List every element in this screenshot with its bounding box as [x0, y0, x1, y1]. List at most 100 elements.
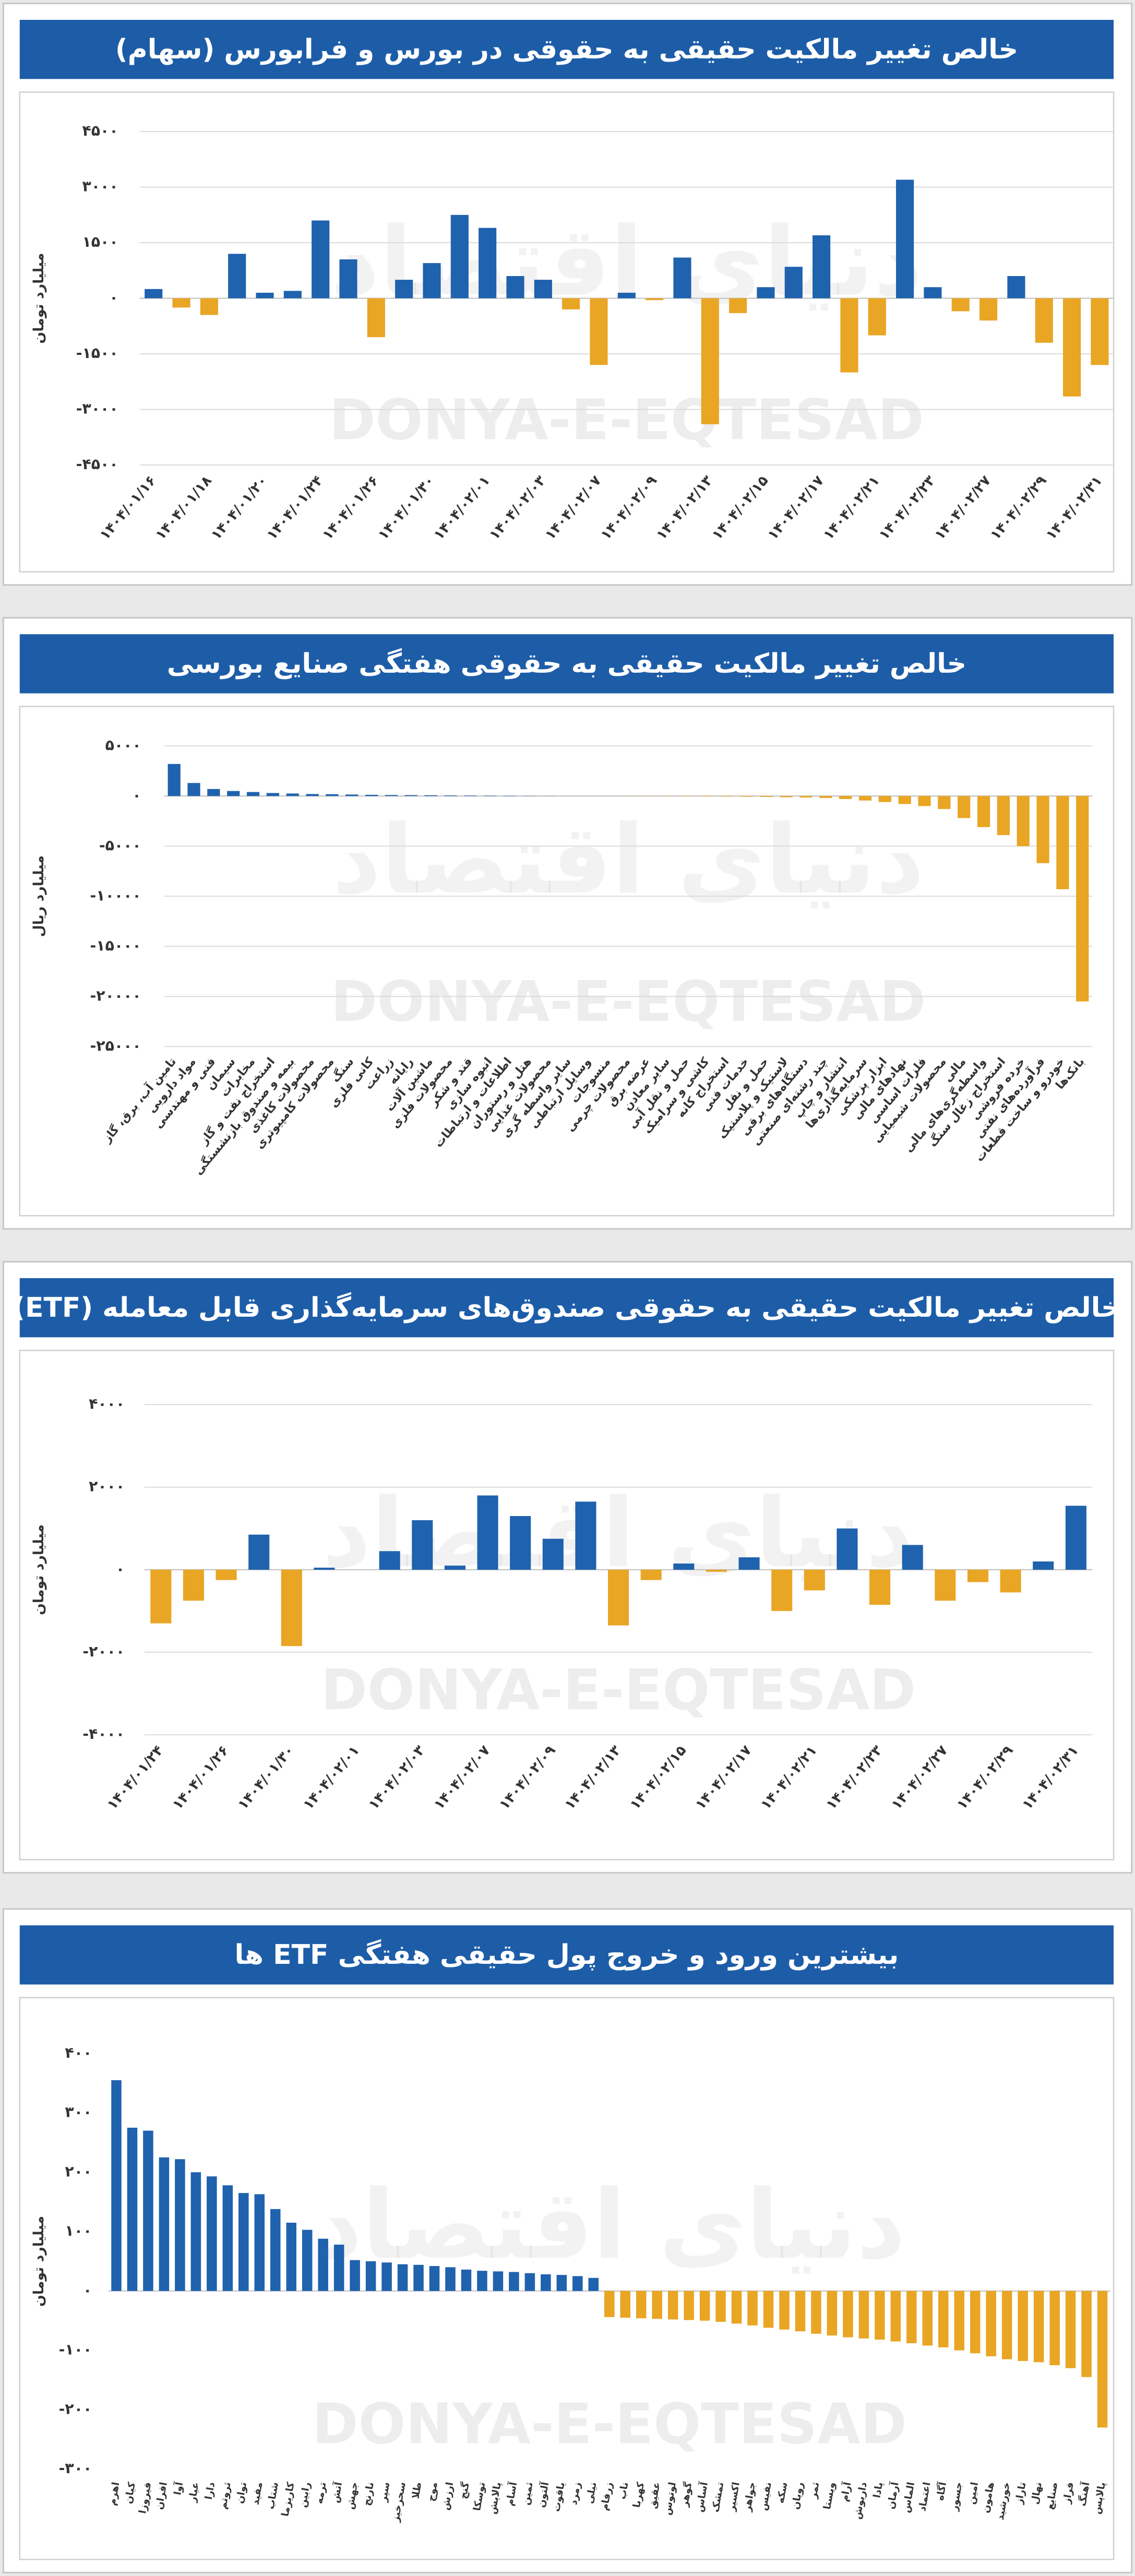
title-bar: [19, 20, 1114, 79]
bar: [477, 2271, 487, 2291]
bar: [187, 783, 200, 796]
bar: [837, 1528, 858, 1570]
bar: [780, 796, 793, 797]
bar: [938, 2291, 949, 2347]
bar: [183, 1569, 204, 1601]
bar: [1000, 1569, 1021, 1593]
bar: [604, 2291, 615, 2317]
bar: [954, 2291, 965, 2351]
bar: [878, 796, 891, 802]
bar: [365, 2261, 376, 2291]
bar: [172, 298, 190, 308]
plot-frame: [19, 706, 1115, 1217]
bar: [444, 1565, 465, 1570]
y-axis-label: میلیارد تومان: [31, 1524, 47, 1615]
watermark: DONYA-E-EQTESAD: [312, 2392, 907, 2457]
bar: [729, 298, 747, 313]
bar: [207, 789, 220, 796]
watermark: DONYA-E-EQTESAD: [329, 388, 924, 453]
bar: [640, 1569, 662, 1580]
bar: [636, 2291, 647, 2319]
bar: [318, 2238, 328, 2291]
bar: [286, 2223, 296, 2291]
y-tick-label: -۱۵۰۰۰: [90, 937, 141, 954]
bar: [760, 796, 773, 797]
bar: [1063, 298, 1081, 397]
y-tick-label: -۴۰۰۰: [82, 1725, 125, 1743]
bar: [684, 2291, 694, 2320]
bar: [590, 298, 608, 365]
bar: [575, 1501, 596, 1570]
bar: [701, 298, 719, 424]
y-tick-label: ۳۰۰: [65, 2104, 92, 2121]
chart-title: خالص تغییر مالکیت حقیقی به حقوقی هفتگی ص…: [167, 648, 966, 679]
bar: [715, 2291, 726, 2322]
bar: [562, 298, 580, 309]
bar: [306, 794, 319, 796]
bar: [1065, 2291, 1076, 2368]
y-tick-label: ۰: [109, 289, 118, 306]
bar: [924, 287, 942, 299]
bar: [450, 214, 469, 299]
bar: [958, 796, 971, 818]
bar: [168, 764, 181, 796]
bar: [811, 2291, 821, 2334]
bar: [1049, 2291, 1060, 2366]
watermark: DONYA-E-EQTESAD: [331, 970, 926, 1034]
watermark-fa: دنیای اقتصاد: [330, 207, 923, 318]
bar: [763, 2291, 774, 2328]
bar: [464, 795, 477, 796]
bar: [922, 2291, 933, 2346]
bar: [747, 2291, 758, 2325]
y-tick-label: ۴۰۰۰: [89, 1395, 125, 1412]
bar: [424, 795, 437, 796]
bar: [1056, 796, 1069, 889]
bar: [839, 796, 852, 800]
bar: [827, 2291, 838, 2336]
bar: [938, 796, 951, 809]
y-tick-label: ۰: [83, 2282, 92, 2299]
bar: [858, 796, 872, 801]
title-bar: [19, 634, 1114, 694]
y-tick-label: ۳۰۰۰: [82, 178, 118, 195]
y-tick-label: -۱۰۰۰۰: [90, 887, 141, 904]
y-tick-label: -۲۰۰۰۰: [90, 987, 141, 1004]
chart-panel: خالص تغییر مالکیت حقیقی به حقوقی هفتگی ص…: [2, 617, 1133, 1230]
bar: [238, 2193, 249, 2291]
bar: [216, 1569, 237, 1580]
bar: [1007, 276, 1025, 299]
y-tick-label: ۵۰۰۰: [105, 736, 141, 754]
bar: [731, 2291, 742, 2324]
bar: [1033, 1561, 1054, 1570]
bar: [477, 1495, 498, 1570]
y-axis-label: میلیارد تومان: [31, 2216, 47, 2307]
y-tick-label: -۲۵۰۰۰: [90, 1037, 141, 1054]
bar: [381, 2262, 392, 2291]
y-tick-label: -۳۰۰۰: [76, 400, 118, 418]
bar: [461, 2269, 472, 2291]
bar: [967, 1569, 989, 1582]
bar: [673, 257, 691, 299]
bar: [127, 2127, 138, 2291]
bar: [699, 2291, 710, 2321]
bar: [510, 1516, 531, 1570]
panel: [2, 617, 1133, 1230]
chart-panel: بیشترین ورود و خروج پول حقیقی هفتگی ETF …: [2, 1908, 1133, 2574]
bar: [556, 2275, 567, 2291]
bar: [1097, 2291, 1108, 2428]
bar: [779, 2291, 790, 2330]
bar: [227, 791, 240, 796]
chart-title: بیشترین ورود و خروج پول حقیقی هفتگی ETF …: [235, 1939, 899, 1971]
bar: [1001, 2291, 1012, 2359]
y-tick-label: ۴۵۰۰: [82, 122, 118, 139]
bar: [379, 1551, 400, 1570]
bar: [1018, 2291, 1028, 2362]
bar: [429, 2266, 440, 2291]
chart-panel: خالص تغییر مالکیت حقیقی به حقوقی صندوق‌ه…: [2, 1261, 1133, 1874]
bar: [1076, 796, 1089, 1001]
bar: [906, 2291, 917, 2343]
bar: [757, 287, 775, 299]
bar: [395, 280, 413, 299]
bar: [445, 2267, 456, 2291]
